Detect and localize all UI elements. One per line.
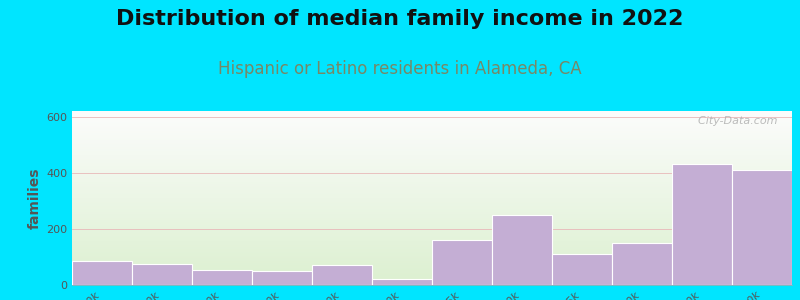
Text: City-Data.com: City-Data.com — [691, 116, 778, 126]
Bar — [732, 170, 792, 285]
Bar — [192, 270, 252, 285]
Bar — [492, 215, 552, 285]
Bar — [252, 271, 312, 285]
Bar — [432, 240, 492, 285]
Bar — [132, 264, 192, 285]
Text: Hispanic or Latino residents in Alameda, CA: Hispanic or Latino residents in Alameda,… — [218, 60, 582, 78]
Text: Distribution of median family income in 2022: Distribution of median family income in … — [116, 9, 684, 29]
Bar — [612, 243, 672, 285]
Bar — [552, 254, 612, 285]
Bar — [72, 261, 132, 285]
Bar — [372, 279, 432, 285]
Bar — [672, 164, 732, 285]
Y-axis label: families: families — [28, 167, 42, 229]
Bar — [312, 266, 372, 285]
